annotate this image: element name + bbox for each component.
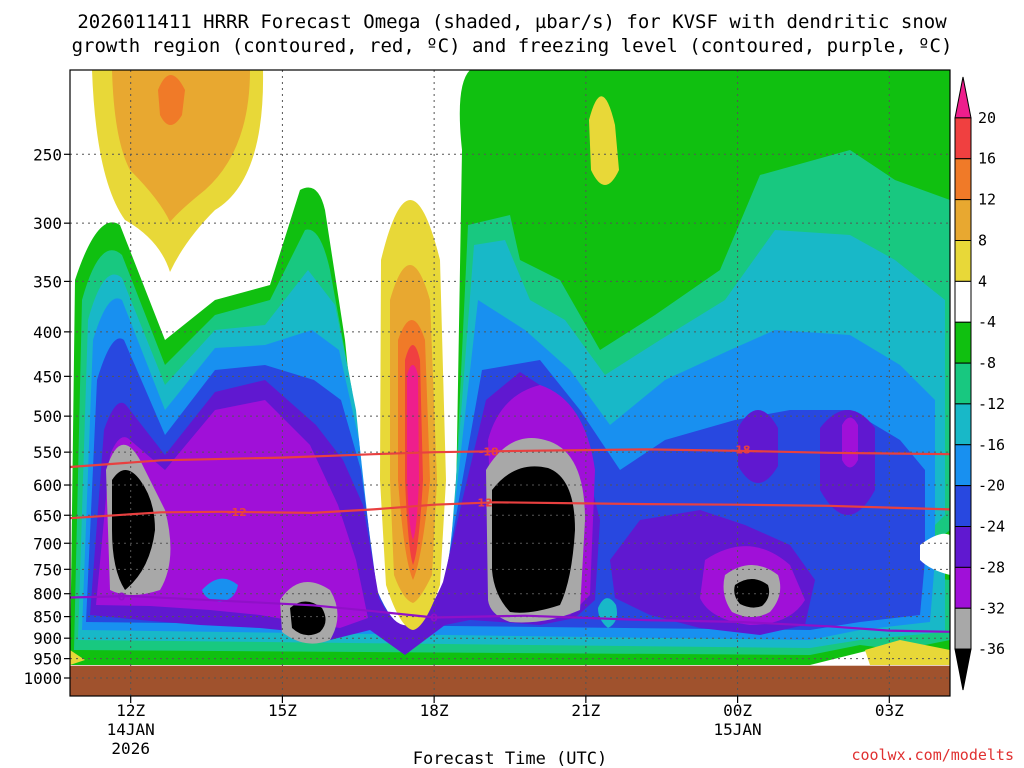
y-tick-label: 500 (33, 407, 62, 426)
y-tick-label: 850 (33, 608, 62, 627)
colorbar-bin (954, 403, 972, 446)
colorbar-bin (954, 117, 972, 160)
colorbar-level-label: 4 (978, 272, 987, 290)
colorbar-bin (954, 76, 972, 119)
x-tick-date: 15JAN (714, 720, 762, 739)
y-tick-label: 900 (33, 629, 62, 648)
colorbar-bin (954, 566, 972, 609)
colorbar-bin (954, 158, 972, 201)
ascent-field (70, 70, 950, 665)
chart-title-line1: 2026011411 HRRR Forecast Omega (shaded, … (77, 11, 947, 33)
chart-title-line2: growth region (contoured, red, ºC) and f… (72, 35, 953, 57)
colorbar-bin (954, 485, 972, 528)
y-tick-label: 450 (33, 367, 62, 386)
omega-pos-8 (112, 70, 437, 603)
colorbar-level-label: 12 (978, 191, 996, 209)
contour-label-freezing_level: 0 (118, 591, 126, 604)
colorbar-bin (954, 362, 972, 405)
omega-band-minus24-cellA (738, 410, 778, 483)
omega-east-clear-gap (920, 533, 950, 575)
colorbar-bin (954, 526, 972, 568)
x-tick-label: 12Z (116, 701, 145, 720)
colorbar-level-label: -16 (978, 436, 1005, 454)
y-tick-label: 600 (33, 476, 62, 495)
colorbar-level-label: -36 (978, 640, 1005, 658)
contour-label-freezing_level: 0 (430, 611, 438, 624)
x-tick-year: 2026 (111, 739, 150, 758)
colorbar-bin (954, 607, 972, 650)
plot-frame (69, 69, 951, 697)
ground-surface (70, 665, 950, 696)
x-axis-title: Forecast Time (UTC) (413, 749, 607, 768)
subsidence-field (70, 70, 950, 665)
x-tick-label: 15Z (268, 701, 297, 720)
contour-freezing_level (70, 594, 950, 633)
y-tick-label: 1000 (23, 669, 62, 688)
colorbar-level-label: 8 (978, 231, 987, 249)
colorbar-level-label: -12 (978, 395, 1005, 413)
colorbar-level-label: 20 (978, 109, 996, 127)
contour-dgz_minus12 (70, 501, 950, 520)
x-tick-label: 21Z (571, 701, 600, 720)
contours: -18 -18 -12 -12 0 0 (70, 443, 950, 633)
omega-band-minus28-cellB (842, 417, 858, 468)
source-credit: coolwx.com/modelts (851, 746, 1014, 764)
y-axis: 250 300 350 400 450 500 550 600 650 700 750 800 850 9… (23, 145, 70, 688)
colorbar-level-label: -20 (978, 477, 1005, 495)
omega-small-cell-2 (202, 578, 238, 602)
plot-area: -18 -18 -12 -12 0 0 (70, 70, 950, 696)
colorbar-level-label: -32 (978, 599, 1005, 617)
y-tick-label: 300 (33, 214, 62, 233)
colorbar-level-label: -28 (978, 558, 1005, 576)
contour-label-dgz_minus12: -12 (227, 506, 247, 519)
colorbar-bin (954, 239, 972, 282)
contour-label-dgz_minus18: -18 (731, 443, 751, 456)
contour-label-dgz_minus18: -18 (479, 445, 499, 458)
y-tick-label: 800 (33, 585, 62, 604)
omega-band-minus28 (96, 385, 595, 628)
gridlines (70, 70, 950, 696)
y-tick-label: 750 (33, 560, 62, 579)
colorbar-level-label: -4 (978, 313, 996, 331)
y-tick-label: 350 (33, 272, 62, 291)
x-tick-label: 00Z (723, 701, 752, 720)
colorbar-bin (954, 444, 972, 487)
colorbar-bin (954, 321, 972, 364)
y-tick-label: 700 (33, 534, 62, 553)
colorbar-bin (954, 280, 972, 323)
contour-dgz_minus18 (70, 448, 950, 469)
x-tick-label: 03Z (875, 701, 904, 720)
colorbar-bin (954, 648, 972, 691)
omega-pos-12 (158, 75, 430, 580)
y-tick-label: 400 (33, 323, 62, 342)
contour-label-dgz_minus12: -12 (473, 496, 493, 509)
colorbar-level-label: -24 (978, 518, 1005, 536)
x-tick-date: 14JAN (107, 720, 155, 739)
colorbar-bin (954, 199, 972, 241)
x-tick-label: 18Z (420, 701, 449, 720)
colorbar-level-label: 16 (978, 150, 996, 168)
y-tick-label: 950 (33, 650, 62, 669)
y-tick-label: 250 (33, 145, 62, 164)
colorbar: 20 16 12 8 4 -4 -8 -12 -16 -20 -24 -28 -32 -36 (954, 76, 1005, 691)
y-tick-label: 650 (33, 506, 62, 525)
omega-small-cell-1 (598, 598, 617, 628)
y-tick-label: 550 (33, 443, 62, 462)
colorbar-level-label: -8 (978, 354, 996, 372)
